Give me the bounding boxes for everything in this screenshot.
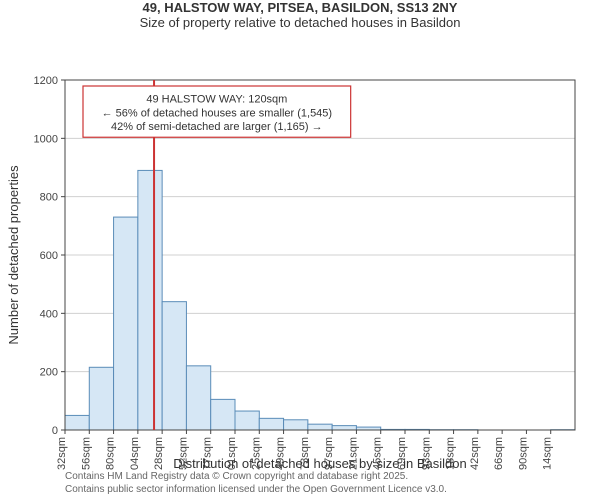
y-axis-label: Number of detached properties <box>6 165 21 345</box>
x-tick-label: 466sqm <box>493 437 505 470</box>
histogram-plot: 0 200 400 600 800 1000 1200 32sqm 56sqm 80sqm 104s… <box>0 30 600 470</box>
histogram-bar <box>332 426 356 430</box>
y-tick-label: 0 <box>52 425 58 437</box>
x-tick-label: 490sqm <box>517 437 529 470</box>
histogram-bar <box>114 217 138 430</box>
y-tick-label: 800 <box>40 192 58 204</box>
y-tick-label: 600 <box>40 250 58 262</box>
x-axis-label: Distribution of detached houses by size … <box>173 456 466 470</box>
chart-container: { "title": "49, HALSTOW WAY, PITSEA, BAS… <box>0 0 600 500</box>
y-tick-label: 400 <box>40 308 58 320</box>
footer-attribution: Contains HM Land Registry data © Crown c… <box>65 471 447 496</box>
y-tick-label: 200 <box>40 367 58 379</box>
annotation-line: ← 56% of detached houses are smaller (1,… <box>102 107 333 119</box>
histogram-bar <box>259 418 283 430</box>
histogram-bar <box>186 366 210 430</box>
x-tick-label: 514sqm <box>542 437 554 470</box>
histogram-bar <box>284 420 308 430</box>
x-tick-label: 80sqm <box>105 437 117 470</box>
y-tick-label: 1000 <box>34 133 58 145</box>
x-tick-label: 104sqm <box>129 437 141 470</box>
x-tick-label: 442sqm <box>469 437 481 470</box>
histogram-bar <box>162 302 186 430</box>
annotation-line: 42% of semi-detached are larger (1,165) … <box>111 121 323 133</box>
histogram-bar <box>89 367 113 430</box>
footer-line: Contains public sector information licen… <box>65 484 447 497</box>
y-tick-label: 1200 <box>34 75 58 87</box>
histogram-bar <box>235 411 259 430</box>
annotation-line: 49 HALSTOW WAY: 120sqm <box>146 94 287 106</box>
chart-subtitle: Size of property relative to detached ho… <box>0 15 600 30</box>
x-tick-label: 128sqm <box>153 437 165 470</box>
histogram-bar <box>211 399 235 430</box>
histogram-bar <box>65 415 89 430</box>
x-tick-label: 56sqm <box>80 437 92 470</box>
chart-title: 49, HALSTOW WAY, PITSEA, BASILDON, SS13 … <box>0 0 600 15</box>
histogram-bar <box>138 170 162 430</box>
x-tick-label: 32sqm <box>56 437 68 470</box>
footer-line: Contains HM Land Registry data © Crown c… <box>65 471 447 484</box>
histogram-bar <box>308 424 332 430</box>
